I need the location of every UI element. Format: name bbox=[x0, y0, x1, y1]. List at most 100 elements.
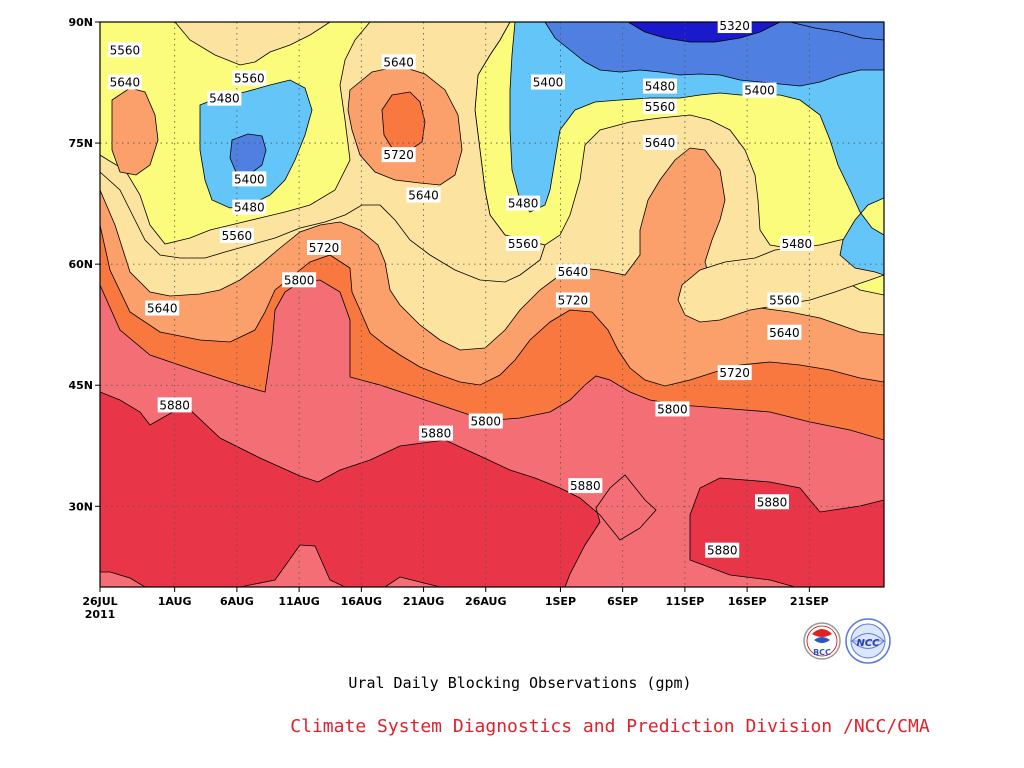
contour-label-5640: 5640 bbox=[555, 264, 590, 280]
x-tick-label: 1SEP bbox=[545, 595, 576, 608]
svg-text:5400: 5400 bbox=[234, 172, 265, 186]
contour-label-5560: 5560 bbox=[107, 42, 142, 58]
svg-text:5480: 5480 bbox=[782, 237, 813, 251]
x-tick-label: 26AUG bbox=[465, 595, 506, 608]
ncc-logo: NCC bbox=[845, 618, 891, 664]
contour-label-5880: 5880 bbox=[157, 397, 192, 413]
contour-label-5800: 5800 bbox=[282, 272, 317, 288]
svg-text:5640: 5640 bbox=[147, 302, 178, 316]
axis-ticks: 26JUL 1AUG 6AUG 11AUG 16AUG 21AUG 26AUG 1SEP 6SE… bbox=[68, 16, 828, 621]
contour-label-5560: 5560 bbox=[767, 292, 802, 308]
svg-text:5880: 5880 bbox=[421, 427, 452, 441]
svg-text:5640: 5640 bbox=[408, 189, 439, 203]
contour-label-5320: 5320 bbox=[717, 18, 752, 34]
contour-label-5640: 5640 bbox=[107, 74, 142, 90]
svg-text:5800: 5800 bbox=[657, 402, 688, 416]
svg-text:5480: 5480 bbox=[234, 201, 265, 215]
svg-text:5480: 5480 bbox=[508, 197, 539, 211]
contour-label-5880: 5880 bbox=[705, 542, 740, 558]
band-5800-5880-lower bbox=[100, 544, 441, 587]
contour-label-5480: 5480 bbox=[506, 195, 541, 211]
contour-label-5560: 5560 bbox=[219, 227, 254, 243]
svg-text:5720: 5720 bbox=[309, 241, 340, 255]
svg-text:5560: 5560 bbox=[234, 72, 265, 86]
chart-title: Ural Daily Blocking Observations (gpm) bbox=[348, 674, 691, 692]
contour-label-5720: 5720 bbox=[307, 240, 341, 255]
plot-area bbox=[100, 22, 884, 587]
contour-label-5480: 5480 bbox=[207, 90, 242, 106]
credit-line: Climate System Diagnostics and Predictio… bbox=[290, 716, 930, 737]
x-tick-label: 6AUG bbox=[220, 595, 254, 608]
contour-label-5640: 5640 bbox=[643, 135, 677, 151]
svg-text:5880: 5880 bbox=[159, 398, 190, 412]
x-tick-label: 21AUG bbox=[403, 595, 444, 608]
svg-text:5720: 5720 bbox=[719, 366, 750, 380]
x-tick-label: 1AUG bbox=[158, 595, 192, 608]
band-5320-5400-top-patch bbox=[789, 22, 884, 41]
contour-label-5480: 5480 bbox=[779, 235, 814, 251]
band-5320-5400-left bbox=[229, 133, 267, 175]
svg-text:5560: 5560 bbox=[769, 293, 800, 307]
svg-text:5400: 5400 bbox=[744, 84, 775, 98]
contour-labels: 5320 5400 5400 5480 5560 5640 5560 5640 5560 5480… bbox=[107, 18, 814, 558]
y-tick-label: 30N bbox=[68, 500, 93, 513]
svg-text:5640: 5640 bbox=[558, 265, 589, 279]
svg-text:5800: 5800 bbox=[284, 273, 315, 287]
contour-label-5560: 5560 bbox=[506, 235, 541, 251]
svg-text:5880: 5880 bbox=[757, 495, 788, 509]
x-tick-label: 11SEP bbox=[665, 595, 704, 608]
svg-text:5720: 5720 bbox=[558, 293, 589, 307]
contour-label-5640: 5640 bbox=[145, 300, 180, 316]
svg-text:5640: 5640 bbox=[769, 326, 800, 340]
y-tick-label: 60N bbox=[68, 258, 93, 271]
svg-text:5880: 5880 bbox=[570, 479, 601, 493]
contour-label-5640: 5640 bbox=[381, 54, 416, 70]
svg-text:BCC: BCC bbox=[813, 648, 831, 657]
contour-label-5640: 5640 bbox=[767, 324, 802, 340]
contour-label-5400: 5400 bbox=[742, 82, 777, 98]
contour-label-5480: 5480 bbox=[643, 78, 677, 94]
contour-label-5640: 5640 bbox=[406, 187, 441, 203]
x-tick-label: 11AUG bbox=[278, 595, 319, 608]
svg-text:5480: 5480 bbox=[209, 92, 240, 106]
contour-label-5720: 5720 bbox=[555, 292, 590, 308]
contour-label-5560: 5560 bbox=[643, 98, 677, 114]
svg-text:5640: 5640 bbox=[645, 136, 676, 150]
contour-label-5880: 5880 bbox=[568, 478, 603, 494]
x-tick-label: 6SEP bbox=[607, 595, 638, 608]
svg-text:5640: 5640 bbox=[110, 76, 141, 90]
svg-text:5480: 5480 bbox=[645, 80, 676, 94]
contour-label-5560: 5560 bbox=[232, 70, 267, 86]
contour-label-5480: 5480 bbox=[232, 199, 267, 215]
x-tick-label: 16SEP bbox=[728, 595, 767, 608]
contour-label-5720: 5720 bbox=[717, 365, 752, 381]
contour-label-5800: 5800 bbox=[655, 401, 690, 417]
y-tick-label: 75N bbox=[68, 137, 93, 150]
band-5560-5640-right bbox=[677, 234, 884, 323]
x-tick-label: 21SEP bbox=[790, 595, 829, 608]
svg-text:5800: 5800 bbox=[471, 415, 502, 429]
contour-label-5720: 5720 bbox=[381, 147, 416, 163]
x-tick-label: 26JUL bbox=[82, 595, 117, 608]
contour-label-5880: 5880 bbox=[419, 425, 453, 441]
svg-text:5560: 5560 bbox=[222, 229, 253, 243]
y-tick-label: 90N bbox=[68, 16, 93, 29]
x-tick-label: 16AUG bbox=[341, 595, 382, 608]
x-year-label: 2011 bbox=[85, 608, 116, 621]
contour-label-5880: 5880 bbox=[755, 494, 789, 510]
svg-text:NCC: NCC bbox=[856, 638, 880, 649]
contour-label-5400: 5400 bbox=[232, 171, 267, 187]
svg-text:5560: 5560 bbox=[508, 237, 539, 251]
y-tick-label: 45N bbox=[68, 379, 93, 392]
band-5720-5800-mid-patch bbox=[381, 91, 426, 151]
svg-text:5880: 5880 bbox=[707, 544, 738, 558]
svg-text:5640: 5640 bbox=[383, 55, 414, 69]
plot-frame bbox=[99, 21, 885, 588]
contour-label-5400: 5400 bbox=[531, 74, 565, 90]
svg-text:5320: 5320 bbox=[719, 19, 750, 33]
band-5320-5400 bbox=[544, 22, 884, 87]
svg-text:5720: 5720 bbox=[383, 148, 414, 162]
svg-text:5560: 5560 bbox=[645, 100, 676, 114]
contour-label-5800: 5800 bbox=[468, 413, 503, 429]
